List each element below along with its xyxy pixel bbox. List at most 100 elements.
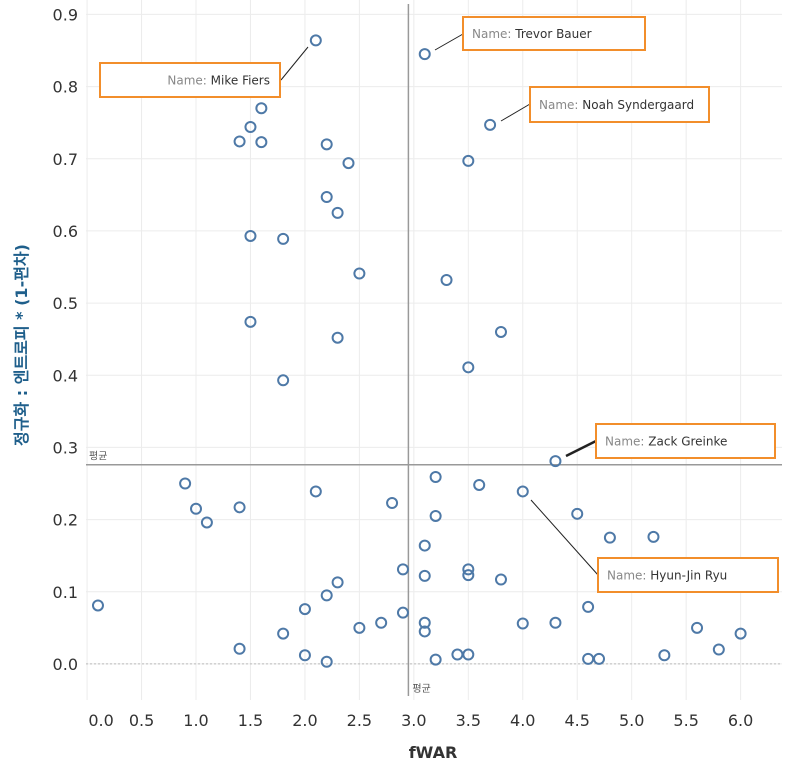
x-tick-label: 0.5 <box>129 711 154 730</box>
x-tick-label: 3.5 <box>456 711 481 730</box>
data-point <box>255 136 268 149</box>
y-tick-label: 0.9 <box>53 5 78 24</box>
data-point <box>331 206 344 219</box>
data-point <box>473 478 486 491</box>
annotation-leader-line <box>530 499 599 576</box>
x-tick-label: 3.0 <box>401 711 426 730</box>
y-axis-label: 정규화 : 엔트로피 * (1-편차) <box>12 244 31 446</box>
annotation-box <box>99 62 281 98</box>
data-point <box>342 157 355 170</box>
annotation-prefix: Name: <box>539 98 582 112</box>
x-tick-label: 0.0 <box>88 711 113 730</box>
data-point <box>418 625 431 638</box>
data-point <box>386 496 399 509</box>
x-tick-label: 4.0 <box>510 711 535 730</box>
data-point <box>233 642 246 655</box>
annotation-box <box>595 423 776 459</box>
data-point <box>375 616 388 629</box>
data-point <box>200 516 213 529</box>
data-point <box>691 621 704 634</box>
annotation-text: Name: Trevor Bauer <box>472 27 592 41</box>
x-mean-label: 평균 <box>412 683 430 695</box>
x-axis-ticks: 0.0 0.5 1.0 1.5 2.0 2.5 3.0 3.5 4.0 4.5 5.0 5.5 6.0 <box>88 711 753 730</box>
annotation-leader-line <box>500 103 531 122</box>
data-point <box>440 274 453 286</box>
data-point <box>244 229 257 242</box>
data-point <box>331 576 344 589</box>
data-point <box>462 569 475 582</box>
annotation-prefix: Name: <box>167 74 210 88</box>
data-point <box>462 154 475 167</box>
x-tick-label: 2.0 <box>292 711 317 730</box>
y-tick-label: 0.4 <box>53 366 78 385</box>
data-point <box>418 48 431 61</box>
annotation-box <box>597 557 779 593</box>
annotation-text: Name: Zack Greinke <box>605 435 727 449</box>
data-point <box>244 315 257 328</box>
y-axis-ticks: 0.0 0.1 0.2 0.3 0.4 0.5 0.6 0.7 0.8 0.9 <box>53 5 78 673</box>
data-point <box>429 653 442 666</box>
annotation-name: Mike Fiers <box>211 74 270 88</box>
data-point <box>593 652 606 665</box>
annotation-name: Noah Syndergaard <box>582 98 694 112</box>
annotation-name: Hyun-Jin Ryu <box>650 569 727 583</box>
y-tick-label: 0.3 <box>53 438 78 457</box>
annotation-name: Trevor Bauer <box>514 27 591 41</box>
annotation-text: Name: Mike Fiers <box>167 74 270 88</box>
data-point <box>571 507 584 520</box>
data-point <box>429 471 442 484</box>
data-point <box>516 485 529 498</box>
data-point <box>516 617 529 630</box>
y-tick-label: 0.0 <box>53 655 78 674</box>
data-point <box>309 485 322 498</box>
data-point <box>549 455 562 468</box>
data-point <box>418 539 431 552</box>
data-point <box>494 573 507 586</box>
data-points <box>91 34 747 668</box>
data-point <box>712 643 725 656</box>
data-point <box>658 649 671 662</box>
data-point <box>277 627 290 640</box>
x-tick-label: 4.5 <box>565 711 590 730</box>
data-point <box>298 649 311 662</box>
y-tick-label: 0.8 <box>53 78 78 97</box>
data-point <box>277 374 290 387</box>
y-tick-label: 0.7 <box>53 150 78 169</box>
data-point <box>309 34 322 47</box>
data-point <box>353 621 366 634</box>
y-tick-label: 0.5 <box>53 294 78 313</box>
x-tick-label: 6.0 <box>728 711 753 730</box>
data-point <box>179 477 192 490</box>
data-point <box>734 627 747 640</box>
data-point <box>320 655 333 668</box>
data-point <box>462 563 475 576</box>
x-axis-label: fWAR <box>409 743 458 762</box>
data-point <box>255 102 268 115</box>
data-point <box>647 530 660 543</box>
data-point <box>396 606 409 619</box>
data-point <box>582 600 595 613</box>
y-tick-label: 0.6 <box>53 222 78 241</box>
annotation-leader-line <box>280 46 309 81</box>
data-point <box>603 531 616 544</box>
x-tick-label: 5.0 <box>619 711 644 730</box>
y-tick-label: 0.2 <box>53 511 78 530</box>
data-point <box>429 509 442 522</box>
data-point <box>190 502 203 515</box>
data-point <box>320 191 333 204</box>
data-point <box>582 652 595 665</box>
annotation-text: Name: Hyun-Jin Ryu <box>607 569 727 583</box>
data-point <box>494 325 507 338</box>
annotation-prefix: Name: <box>605 435 648 449</box>
data-point <box>462 648 475 661</box>
annotation-leader-line <box>434 33 464 51</box>
data-point <box>462 361 475 374</box>
data-point <box>396 563 409 576</box>
annotation-prefix: Name: <box>607 569 650 583</box>
data-point <box>320 589 333 602</box>
y-tick-label: 0.1 <box>53 583 78 602</box>
data-point <box>298 603 311 616</box>
